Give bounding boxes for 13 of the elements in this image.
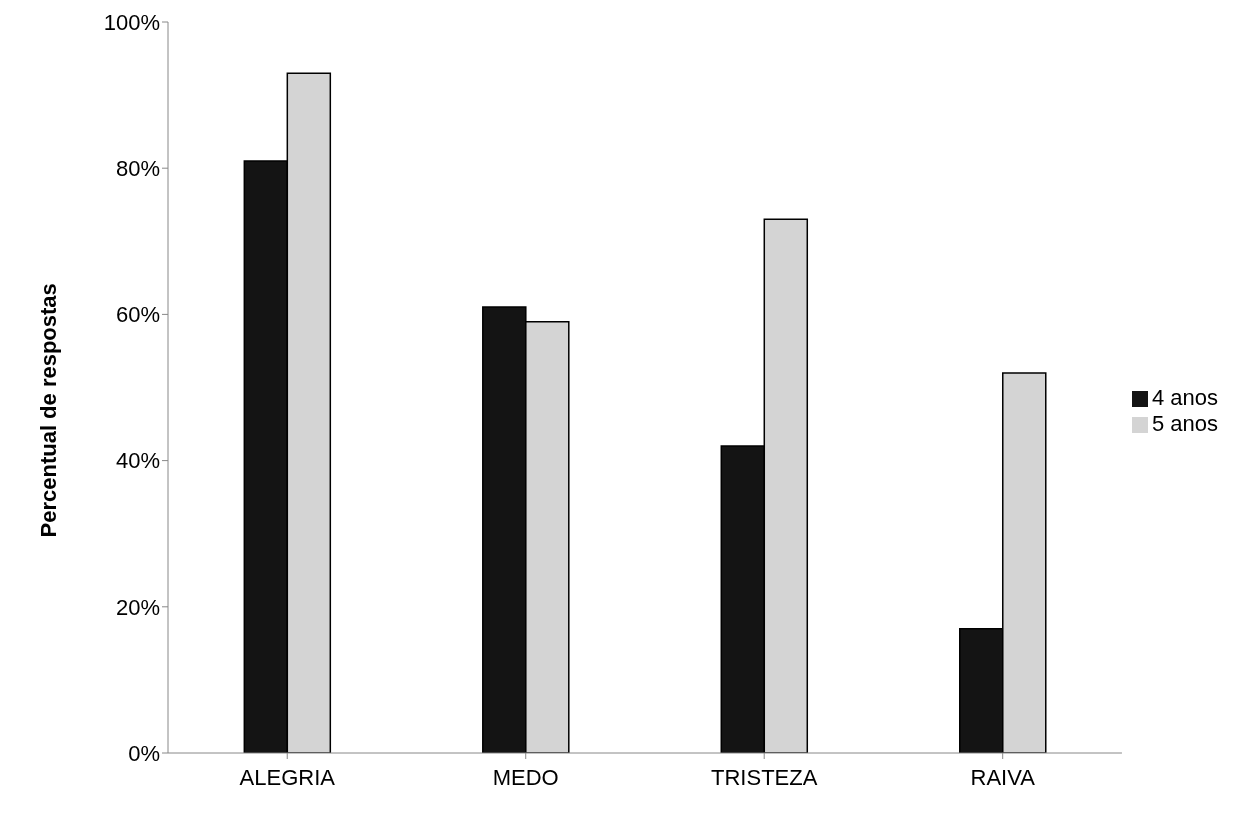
y-axis-title: Percentual de respostas — [35, 283, 61, 538]
y-tick-label: 40% — [115, 448, 160, 474]
y-tick-label: 60% — [115, 302, 160, 328]
y-tick-label: 0% — [128, 740, 160, 766]
legend-label: 4 anos — [1151, 384, 1218, 410]
y-tick-label: 80% — [115, 156, 160, 182]
x-tick-label: ALEGRIA — [239, 764, 336, 790]
legend-label: 5 anos — [1151, 410, 1218, 436]
y-tick-label: 100% — [103, 9, 160, 35]
x-tick-label: MEDO — [492, 764, 559, 790]
x-tick-label: TRISTEZA — [711, 764, 818, 790]
x-tick-label: RAIVA — [970, 764, 1036, 790]
y-tick-label: 20% — [115, 594, 160, 620]
